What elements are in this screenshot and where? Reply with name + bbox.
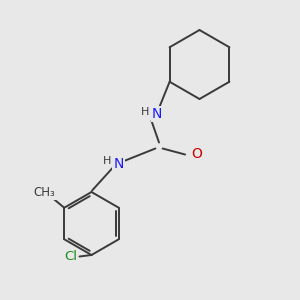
Text: H: H bbox=[103, 156, 112, 166]
Text: H: H bbox=[141, 107, 149, 117]
Text: N: N bbox=[113, 157, 124, 170]
Text: Cl: Cl bbox=[64, 250, 77, 263]
Text: CH₃: CH₃ bbox=[34, 186, 56, 199]
Text: N: N bbox=[152, 107, 162, 121]
Text: O: O bbox=[192, 148, 203, 161]
